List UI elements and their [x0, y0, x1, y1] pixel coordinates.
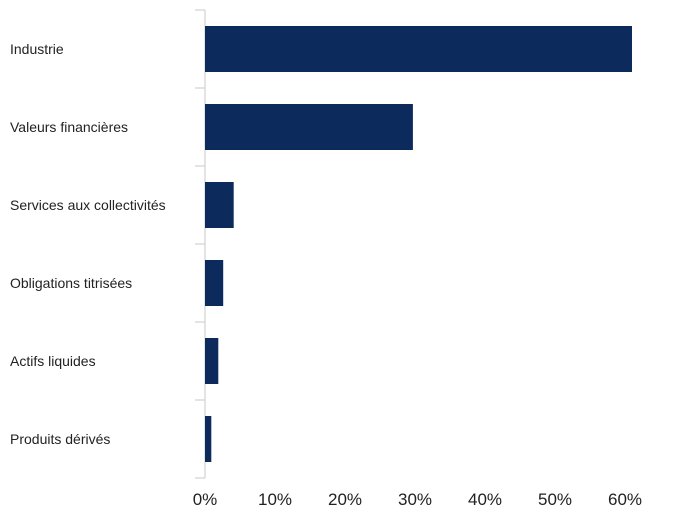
x-tick-label: 40% [468, 490, 502, 509]
bar [205, 182, 234, 228]
bar [205, 338, 218, 384]
bar [205, 416, 211, 462]
x-tick-label: 20% [328, 490, 362, 509]
x-tick-label: 60% [608, 490, 642, 509]
category-label: Services aux collectivités [10, 197, 166, 213]
category-label: Obligations titrisées [10, 275, 132, 291]
x-tick-label: 30% [398, 490, 432, 509]
x-tick-label: 0% [193, 490, 218, 509]
x-tick-labels: 0% 10% 20% 30% 40% 50% 60% [193, 490, 642, 509]
category-label: Valeurs financières [10, 119, 128, 135]
axis-group [195, 10, 205, 478]
bar [205, 104, 413, 150]
category-label: Produits dérivés [10, 431, 110, 447]
category-label: Industrie [10, 41, 64, 57]
x-tick-label: 50% [538, 490, 572, 509]
bar [205, 260, 223, 306]
bars-group [205, 26, 632, 462]
x-tick-label: 10% [258, 490, 292, 509]
category-label: Actifs liquides [10, 353, 96, 369]
category-labels: Industrie Valeurs financières Services aux… [10, 41, 166, 447]
bar [205, 26, 632, 72]
